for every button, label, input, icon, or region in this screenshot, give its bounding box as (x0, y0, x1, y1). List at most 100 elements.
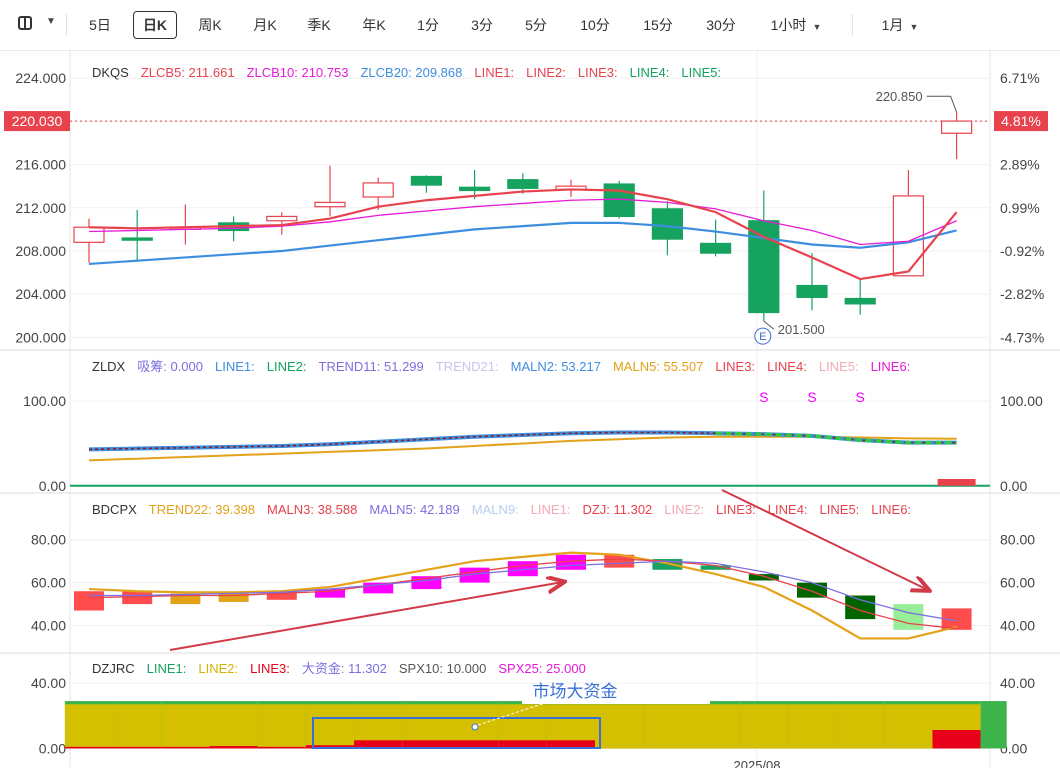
y-tick-label: 204.000 (15, 286, 66, 302)
legend-item: MALN9: (472, 502, 519, 517)
legend-item: SPX25: 25.000 (498, 661, 585, 676)
candle-body (940, 120, 973, 134)
legend-item: DZJ: 11.302 (582, 502, 652, 517)
bdcpx-box (266, 591, 297, 600)
candle-body (459, 186, 491, 192)
dzj-yellow-bar (64, 704, 114, 749)
bdcpx-box (363, 582, 394, 594)
y-tick-label: 208.000 (15, 243, 66, 259)
month-dropdown[interactable]: 1月 ▼ (870, 12, 930, 38)
dzj-red-bar (305, 745, 355, 749)
legend-item: TREND22: 39.398 (149, 502, 255, 517)
legend-item: MALN5: 55.507 (613, 359, 703, 374)
period-15min[interactable]: 15分 (643, 17, 673, 33)
bdcpx-box (893, 604, 924, 630)
uptrend-arrow (169, 582, 563, 651)
legend-item: LINE5: (820, 502, 860, 517)
period-5day[interactable]: 5日 (89, 17, 111, 33)
dzj-yellow-bar (787, 704, 837, 749)
y-tick-label-right: 0.00 (1000, 740, 1027, 756)
period-10min[interactable]: 10分 (580, 17, 610, 33)
period-30min[interactable]: 30分 (706, 17, 736, 33)
y-tick-label: 40.00 (31, 675, 66, 691)
y-tick-label: 224.000 (15, 70, 66, 86)
legend-item: LINE2: (664, 502, 704, 517)
layout-caret-icon[interactable]: ▼ (46, 16, 56, 27)
period-monthly[interactable]: 月K (253, 17, 277, 33)
y-tick-label: 60.00 (31, 575, 66, 591)
candle-body (844, 297, 876, 305)
dzj-red-bar (402, 740, 451, 749)
bdcpx-box (604, 554, 635, 568)
legend-item: LINE3: (715, 359, 755, 374)
candle-body (362, 182, 394, 198)
y-tick-label-right: 40.00 (1000, 675, 1035, 691)
period-quarterly[interactable]: 季K (307, 17, 331, 33)
dzj-yellow-bar (113, 704, 162, 749)
legend-item: LINE2: (267, 359, 307, 374)
trend11-green-segment (715, 431, 957, 445)
dzj-red-bar (209, 746, 258, 749)
dzj-red-bar (354, 740, 403, 749)
dzj-red-bar (161, 746, 210, 749)
legend-item: LINE5: (681, 65, 721, 80)
annotation-box (312, 717, 601, 749)
period-weekly[interactable]: 周K (198, 17, 222, 33)
dzj-yellow-bar (739, 704, 788, 749)
dzj-yellow-bar (257, 704, 306, 749)
legend-item: LINE6: (871, 359, 911, 374)
bdcpx-box (74, 591, 104, 611)
pct-tick-label: 0.99% (1000, 200, 1040, 216)
ma10-line (88, 198, 957, 246)
legend-item: TREND21: (436, 359, 499, 374)
candle-body (796, 284, 828, 299)
legend-item: LINE1: (474, 65, 514, 80)
legend-item: 大资金: 11.302 (302, 661, 387, 676)
legend-item: DKQS (92, 65, 129, 80)
period-daily[interactable]: 日K (133, 11, 177, 39)
dzj-red-bar (257, 746, 306, 749)
bdcpx-box (845, 595, 876, 620)
legend-item: SPX10: 10.000 (399, 661, 486, 676)
y-tick-label: 216.000 (15, 157, 66, 173)
legend-item: LINE4: (768, 502, 808, 517)
ma5-line (88, 188, 958, 281)
dzj-yellow-bar (836, 704, 885, 749)
s-signal-marker: S (856, 389, 865, 405)
hour-dropdown[interactable]: 1小时 ▼ (760, 12, 832, 38)
downtrend-arrow (721, 489, 928, 590)
chart-area[interactable]: 224.000220.000216.000212.000208.000204.0… (0, 50, 1060, 768)
period-5min[interactable]: 5分 (525, 17, 547, 33)
pct-tick-label: -0.92% (1000, 243, 1044, 259)
candle-body (121, 237, 153, 241)
min-price-label: 201.500 (778, 322, 825, 337)
annotation-label: 市场大资金 (533, 682, 618, 701)
legend-item: 吸筹: 0.000 (137, 359, 203, 374)
layout-split-icon[interactable] (18, 16, 32, 30)
max-price-pointer (926, 95, 958, 113)
period-yearly[interactable]: 年K (362, 17, 386, 33)
last-volume-bar (937, 479, 976, 486)
s-signal-marker: S (759, 389, 768, 405)
maln3-line (88, 558, 957, 630)
month-dropdown-label: 1月 (881, 17, 904, 33)
bdcpx-box (748, 574, 779, 581)
candle-body (314, 201, 346, 208)
y-tick-label: 80.00 (31, 532, 66, 548)
legend-item: LINE2: (526, 65, 566, 80)
period-1min[interactable]: 1分 (417, 17, 439, 33)
last-price-label: 220.030 (12, 113, 63, 129)
dzj-red-bar (546, 740, 596, 749)
pct-tick-label: 6.71% (1000, 70, 1040, 86)
x-date-label: 2025/08 (734, 758, 781, 768)
period-3min[interactable]: 3分 (471, 17, 493, 33)
y-tick-label: 100.00 (23, 393, 66, 409)
candle-body (266, 215, 298, 222)
event-marker-label: E (759, 331, 766, 343)
event-marker-icon (754, 327, 772, 345)
candle-body (507, 179, 539, 189)
dzj-red-bar (498, 740, 547, 749)
y-tick-label-right: 60.00 (1000, 575, 1035, 591)
legend-item: ZLDX (92, 359, 126, 374)
legend-item: LINE4: (630, 65, 670, 80)
